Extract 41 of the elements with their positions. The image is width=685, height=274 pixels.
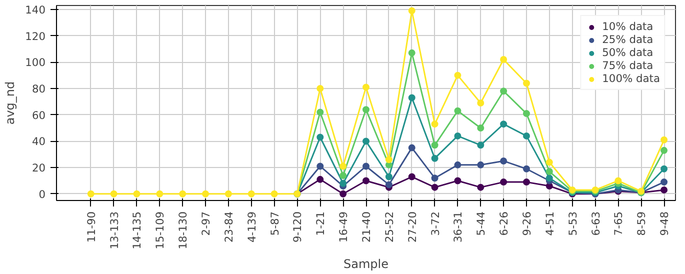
x-tick-label: 9-48 bbox=[658, 211, 672, 236]
x-tick-label: 6-63 bbox=[589, 211, 602, 236]
y-tick-label: 0 bbox=[38, 188, 46, 201]
y-tick-label: 140 bbox=[25, 3, 46, 16]
x-tick-label: 36-31 bbox=[452, 211, 465, 242]
x-tick-label: 23-84 bbox=[222, 211, 236, 242]
x-tick-label: 9-26 bbox=[520, 211, 534, 236]
x-tick-label: 1-21 bbox=[314, 211, 328, 236]
x-tick-label: 5-53 bbox=[566, 211, 580, 236]
y-tick-label: 80 bbox=[32, 82, 46, 96]
x-tick-label: 5-87 bbox=[268, 211, 282, 236]
x-tick-label: 27-20 bbox=[406, 211, 419, 242]
x-tick-label: 7-65 bbox=[612, 211, 626, 236]
x-tick-label: 5-44 bbox=[474, 211, 488, 236]
x-tick-label: 4-51 bbox=[543, 211, 556, 236]
y-tick-label: 40 bbox=[32, 135, 46, 148]
x-tick-label: 25-52 bbox=[382, 211, 396, 242]
x-tick-label: 4-139 bbox=[245, 211, 258, 242]
x-tick-label: 21-40 bbox=[360, 211, 373, 242]
y-axis-title: avg_nd bbox=[3, 81, 18, 125]
x-tick-label: 11-90 bbox=[84, 211, 98, 242]
x-tick-label: 14-135 bbox=[130, 211, 144, 250]
legend-label: 75% data bbox=[602, 59, 654, 72]
legend-label: 25% data bbox=[602, 33, 654, 46]
legend-label: 100% data bbox=[602, 72, 660, 85]
x-tick-label: 15-109 bbox=[154, 211, 167, 250]
y-tick-label: 120 bbox=[25, 30, 46, 43]
x-tick-label: 3-72 bbox=[428, 211, 442, 236]
x-tick-label: 13-133 bbox=[108, 211, 121, 250]
x-tick-label: 18-130 bbox=[176, 211, 190, 250]
y-tick-label: 20 bbox=[32, 162, 46, 175]
x-tick-label: 9-120 bbox=[291, 211, 304, 242]
y-tick-label: 100 bbox=[25, 56, 46, 70]
x-tick-label: 16-49 bbox=[337, 211, 350, 242]
x-tick-label: 6-26 bbox=[498, 211, 511, 236]
legend-label: 50% data bbox=[602, 46, 654, 59]
x-tick-label: 8-59 bbox=[635, 211, 648, 236]
x-axis-title: Sample bbox=[344, 257, 389, 272]
x-tick-label: 2-97 bbox=[200, 211, 213, 236]
y-tick-label: 60 bbox=[32, 108, 46, 122]
legend-label: 10% data bbox=[602, 20, 654, 33]
